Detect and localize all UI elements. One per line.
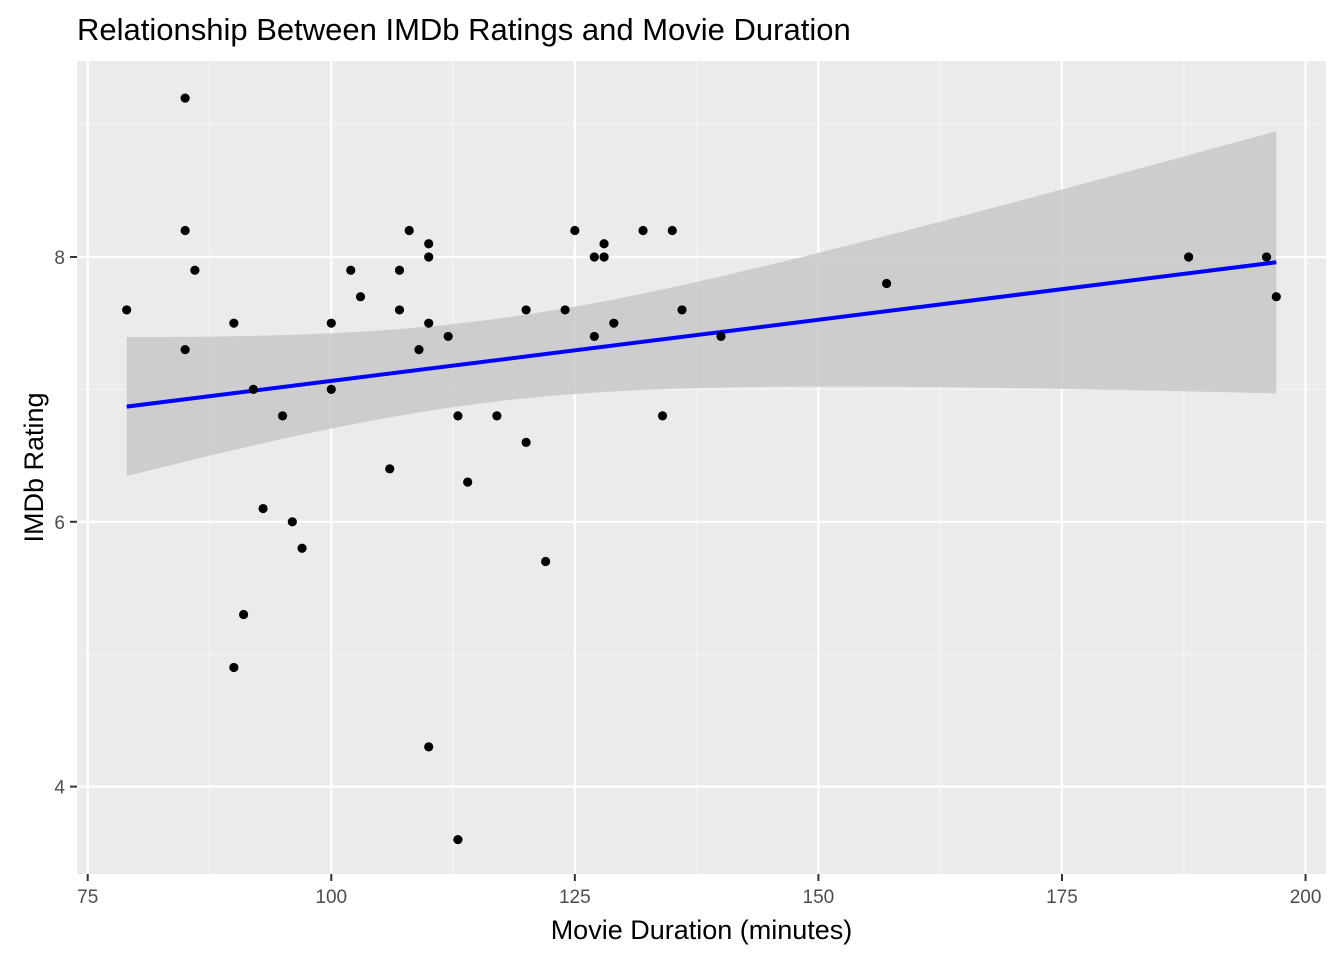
trend-line (126, 260, 1277, 409)
data-point (190, 265, 200, 275)
data-point (882, 278, 892, 289)
data-point (404, 225, 414, 236)
confidence-band (126, 131, 1277, 477)
data-point (453, 411, 463, 421)
confidence-band-layer (126, 131, 1277, 477)
data-point (667, 225, 677, 236)
data-point (570, 225, 580, 236)
data-point (599, 239, 609, 249)
data-point (287, 517, 297, 527)
x-tick-label: 100 (315, 887, 347, 908)
x-tick-label: 175 (1046, 887, 1078, 908)
y-tick-label: 6 (54, 513, 65, 534)
chart-title: Relationship Between IMDb Ratings and Mo… (77, 12, 851, 47)
data-points (122, 93, 1281, 845)
data-point (229, 662, 239, 673)
x-axis-title: Movie Duration (minutes) (551, 915, 853, 945)
x-tick-label: 200 (1290, 887, 1322, 908)
data-point (521, 305, 531, 315)
data-point (589, 252, 599, 262)
data-point (414, 345, 424, 355)
data-point (716, 331, 726, 342)
data-point (385, 464, 395, 474)
data-point (638, 225, 648, 236)
data-point (229, 318, 239, 328)
data-point (424, 252, 434, 262)
data-point (453, 834, 463, 845)
data-point (297, 543, 307, 553)
x-tick-label: 150 (803, 887, 835, 908)
y-tick-label: 8 (54, 248, 65, 269)
data-point (424, 239, 434, 249)
data-point (1271, 292, 1281, 302)
data-point (1184, 252, 1194, 262)
x-axis: 75 100 125 150 175 200 (77, 874, 1321, 908)
trend-line-layer (126, 260, 1277, 409)
data-point (589, 331, 599, 342)
data-point (657, 411, 668, 421)
data-point (443, 331, 453, 342)
data-point (560, 305, 570, 315)
data-point (599, 252, 609, 262)
data-point (424, 318, 434, 328)
data-point (180, 93, 190, 103)
data-point (424, 742, 434, 752)
data-point (248, 384, 258, 394)
data-point (326, 384, 336, 394)
data-point (238, 609, 249, 620)
data-point (492, 411, 502, 421)
data-point (521, 437, 531, 447)
data-point (394, 265, 405, 275)
data-point (541, 556, 551, 567)
data-point (346, 265, 356, 275)
data-point (609, 318, 619, 328)
data-point (180, 345, 190, 355)
data-point (677, 305, 687, 315)
x-tick-label: 75 (77, 887, 98, 908)
data-point (277, 411, 288, 421)
data-point (1261, 252, 1272, 262)
x-tick-label: 125 (559, 887, 591, 908)
data-point (258, 503, 268, 514)
data-point (463, 477, 473, 487)
y-axis-title: IMDb Rating (19, 392, 49, 542)
y-axis: 4 6 8 (54, 248, 77, 799)
data-point (180, 225, 190, 236)
data-point (326, 318, 336, 328)
data-point (355, 292, 366, 302)
data-point (394, 305, 405, 315)
y-tick-label: 4 (54, 778, 65, 799)
data-point (122, 305, 132, 315)
